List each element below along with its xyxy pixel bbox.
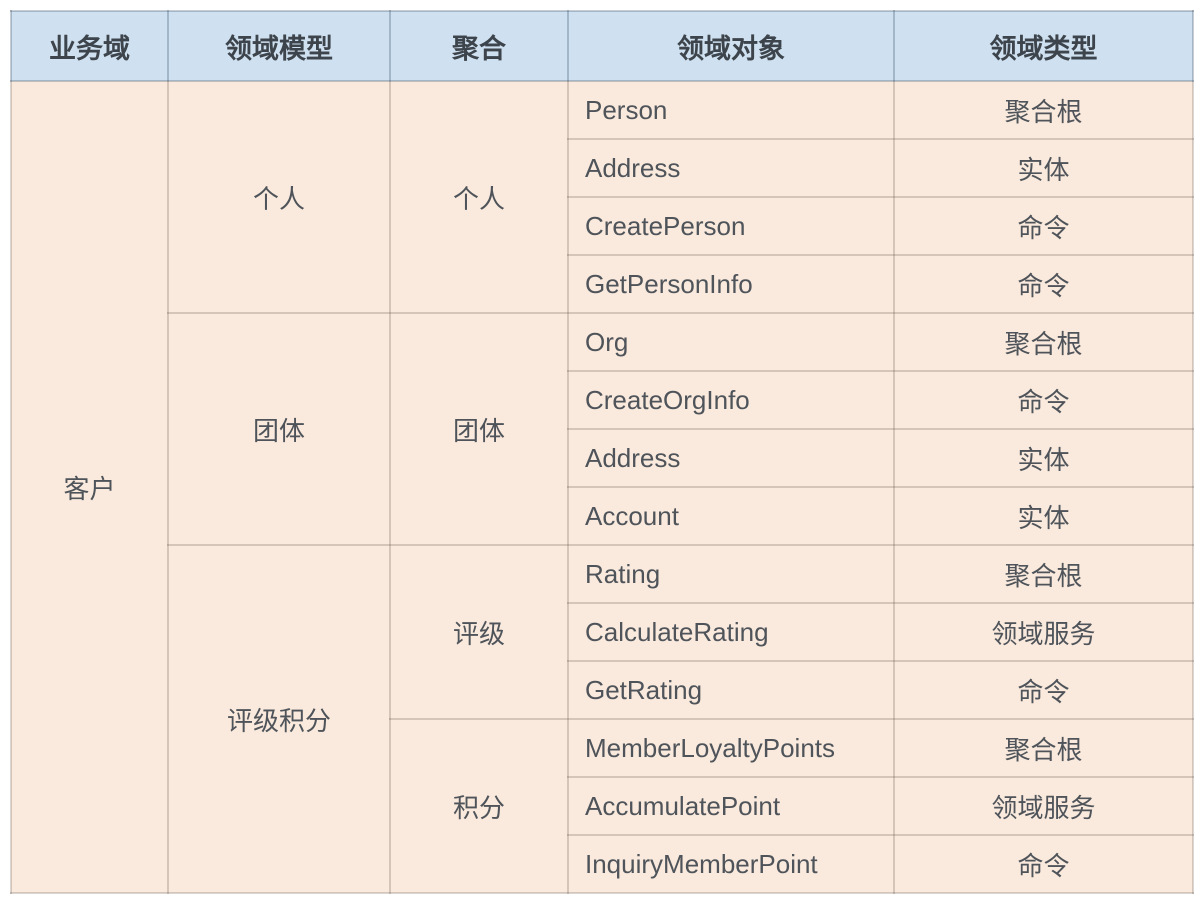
cell-business-domain: 客户 xyxy=(10,80,169,894)
cell-domain-type: 命令 xyxy=(893,834,1194,894)
cell-domain-object: GetRating xyxy=(567,660,895,720)
cell-domain-object: InquiryMemberPoint xyxy=(567,834,895,894)
table-row: CalculateRating 领域服务 xyxy=(11,602,1194,662)
cell-domain-type: 聚合根 xyxy=(893,544,1194,604)
cell-domain-object: Rating xyxy=(567,544,895,604)
table-row: 团体 团体 Org 聚合根 xyxy=(11,312,1194,546)
cell-domain-type: 领域服务 xyxy=(893,602,1194,662)
table-row: 客户 个人 个人 Person 聚合根 xyxy=(10,80,1194,894)
cell-domain-type: 实体 xyxy=(893,428,1194,488)
domain-model-table: 业务域 领域模型 聚合 领域对象 领域类型 客户 个人 个人 Person 聚合… xyxy=(10,10,1194,894)
cell-domain-type: 聚合根 xyxy=(893,80,1194,140)
header-row: 业务域 领域模型 聚合 领域对象 领域类型 xyxy=(10,10,1194,82)
table-row: AccumulatePoint 领域服务 xyxy=(11,776,1194,836)
table-row: CreateOrgInfo 命令 xyxy=(11,370,1194,430)
cell-aggregate: 个人 xyxy=(389,80,569,314)
cell-aggregate: 团体 xyxy=(389,312,569,546)
cell-domain-object: AccumulatePoint xyxy=(567,776,895,836)
cell-domain-object: CalculateRating xyxy=(567,602,895,662)
cell-domain-object: MemberLoyaltyPoints xyxy=(567,718,895,778)
cell-domain-object: Org xyxy=(567,312,895,372)
cell-domain-object: CreateOrgInfo xyxy=(567,370,895,430)
cell-domain-type: 实体 xyxy=(893,138,1194,198)
header-aggregate: 聚合 xyxy=(389,10,569,82)
table-row: GetPersonInfo 命令 xyxy=(11,254,1194,314)
cell-domain-type: 聚合根 xyxy=(893,718,1194,778)
table-row: CreatePerson 命令 xyxy=(11,196,1194,256)
cell-domain-type: 领域服务 xyxy=(893,776,1194,836)
cell-domain-object: Person xyxy=(567,80,895,140)
cell-domain-model: 评级积分 xyxy=(167,544,391,894)
cell-domain-type: 命令 xyxy=(893,196,1194,256)
cell-domain-model: 团体 xyxy=(167,312,391,546)
cell-domain-type: 命令 xyxy=(893,254,1194,314)
cell-domain-object: GetPersonInfo xyxy=(567,254,895,314)
cell-domain-object: Address xyxy=(567,428,895,488)
header-domain-object: 领域对象 xyxy=(567,10,895,82)
cell-domain-type: 命令 xyxy=(893,370,1194,430)
cell-domain-type: 聚合根 xyxy=(893,312,1194,372)
table-row: 积分 MemberLoyaltyPoints 聚合根 xyxy=(11,718,1194,894)
cell-aggregate: 评级 xyxy=(389,544,569,720)
header-domain-model: 领域模型 xyxy=(167,10,391,82)
table-row: Address 实体 xyxy=(11,428,1194,488)
table-row: GetRating 命令 xyxy=(11,660,1194,720)
table-row: InquiryMemberPoint 命令 xyxy=(11,834,1194,894)
table-row: Address 实体 xyxy=(11,138,1194,198)
cell-domain-model: 个人 xyxy=(167,80,391,314)
table-row: Account 实体 xyxy=(11,486,1194,546)
cell-domain-object: CreatePerson xyxy=(567,196,895,256)
cell-aggregate: 积分 xyxy=(389,718,569,894)
table-row: 评级积分 评级 Rating 聚合根 xyxy=(11,544,1194,894)
header-business-domain: 业务域 xyxy=(10,10,169,82)
cell-domain-type: 命令 xyxy=(893,660,1194,720)
header-domain-type: 领域类型 xyxy=(893,10,1194,82)
cell-domain-object: Address xyxy=(567,138,895,198)
cell-domain-type: 实体 xyxy=(893,486,1194,546)
cell-domain-object: Account xyxy=(567,486,895,546)
